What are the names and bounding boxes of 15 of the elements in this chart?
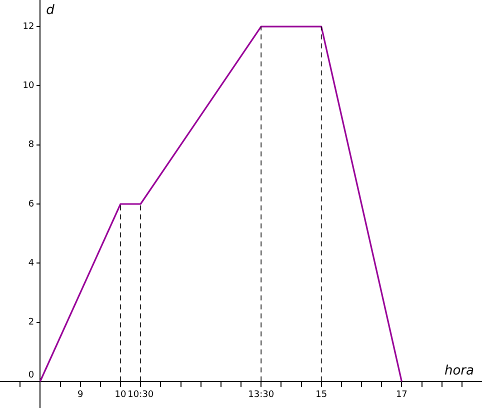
y-tick-label: 8 bbox=[28, 140, 34, 150]
y-tick-label: 4 bbox=[28, 258, 34, 268]
x-tick-label: 15 bbox=[316, 390, 328, 400]
y-tick-label: 2 bbox=[28, 318, 34, 328]
y-axis-title: d bbox=[46, 2, 56, 18]
x-tick-label: 13:30 bbox=[248, 390, 274, 400]
y-tick-label: 12 bbox=[22, 22, 34, 32]
x-tick-label: 17 bbox=[396, 390, 408, 400]
x-tick-label: 10 bbox=[114, 390, 126, 400]
x-tick-label: 9 bbox=[77, 390, 84, 400]
y-tick-label: 10 bbox=[22, 81, 34, 92]
x-axis-title: hora bbox=[444, 363, 474, 378]
y-tick-label: 6 bbox=[28, 199, 34, 210]
y-tick-label: 0 bbox=[28, 370, 34, 381]
x-tick-label: 10:30 bbox=[128, 390, 154, 400]
